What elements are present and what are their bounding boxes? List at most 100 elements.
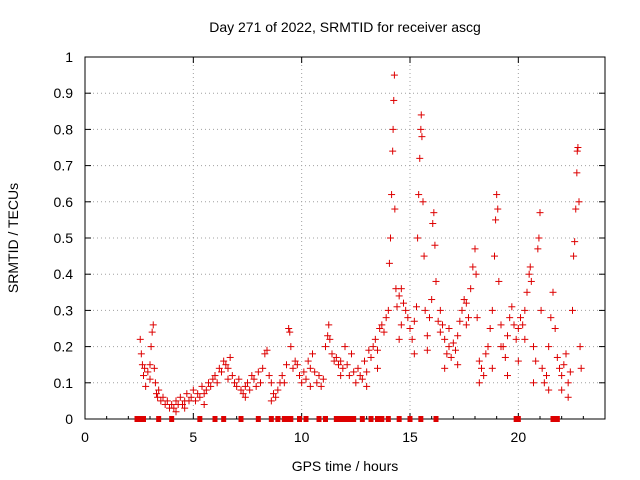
data-point xyxy=(328,350,336,358)
data-point xyxy=(404,314,412,322)
data-point xyxy=(480,372,488,380)
data-point xyxy=(421,306,429,314)
data-point xyxy=(325,321,333,329)
data-point xyxy=(161,401,169,409)
data-point xyxy=(261,350,269,358)
data-point xyxy=(354,364,362,372)
data-point xyxy=(315,372,323,380)
zero-value-point xyxy=(197,416,203,422)
data-point xyxy=(352,379,360,387)
y-tick-label: 0.8 xyxy=(54,121,74,137)
data-point xyxy=(339,364,347,372)
data-point xyxy=(387,234,394,242)
zero-value-point xyxy=(297,416,302,422)
data-point xyxy=(200,401,208,409)
data-point xyxy=(317,382,325,390)
data-point xyxy=(436,306,444,314)
points-layer xyxy=(134,71,585,422)
data-point xyxy=(374,346,381,354)
data-point xyxy=(345,372,353,380)
data-point xyxy=(573,147,581,155)
data-point xyxy=(575,198,583,206)
x-tick-label: 10 xyxy=(294,429,310,445)
data-point xyxy=(384,306,392,314)
zero-value-point xyxy=(221,416,227,422)
data-point xyxy=(537,306,545,314)
data-point xyxy=(447,353,455,361)
data-point xyxy=(517,314,524,322)
data-point xyxy=(439,321,446,329)
data-point xyxy=(153,390,160,398)
data-point xyxy=(378,321,386,329)
data-point xyxy=(431,241,439,249)
data-point xyxy=(146,375,154,383)
data-point xyxy=(241,393,249,401)
data-point xyxy=(337,357,345,365)
data-point xyxy=(202,386,210,394)
y-tick-label: 0.3 xyxy=(54,302,74,318)
data-point xyxy=(540,379,548,387)
data-point xyxy=(430,209,438,217)
data-point xyxy=(560,361,568,369)
data-point xyxy=(397,285,405,293)
data-point xyxy=(326,335,334,343)
zero-value-point xyxy=(333,416,339,422)
data-point xyxy=(140,372,147,380)
data-point xyxy=(388,191,396,199)
data-point xyxy=(458,306,466,314)
data-point xyxy=(246,386,254,394)
zero-value-point xyxy=(156,416,162,422)
data-point xyxy=(144,368,152,376)
y-tick-label: 1 xyxy=(65,49,73,65)
data-point xyxy=(460,296,468,304)
data-point xyxy=(136,335,144,343)
data-point xyxy=(213,379,221,387)
data-point xyxy=(151,379,159,387)
data-point xyxy=(304,357,312,365)
data-point xyxy=(179,401,186,409)
data-point xyxy=(495,277,503,285)
data-point xyxy=(521,306,529,314)
data-point xyxy=(172,408,180,416)
data-point xyxy=(211,372,219,380)
data-point xyxy=(363,382,371,390)
zero-value-point xyxy=(169,416,175,422)
data-point xyxy=(224,375,232,383)
data-point xyxy=(319,375,327,383)
zero-value-point xyxy=(385,416,391,422)
zero-value-point xyxy=(379,416,385,422)
data-point xyxy=(272,393,280,401)
data-point xyxy=(265,372,273,380)
data-point xyxy=(472,270,480,278)
data-point xyxy=(222,361,230,369)
data-point xyxy=(390,71,398,79)
data-point xyxy=(350,368,358,376)
data-point xyxy=(545,343,553,351)
data-point xyxy=(521,335,529,343)
data-point xyxy=(291,357,299,365)
data-point xyxy=(441,335,449,343)
data-point xyxy=(278,372,286,380)
data-point xyxy=(416,154,424,162)
zero-value-point xyxy=(268,416,274,422)
data-point xyxy=(423,332,431,340)
data-point xyxy=(137,350,145,358)
data-point xyxy=(506,314,514,322)
data-point xyxy=(484,343,492,351)
data-point xyxy=(168,401,176,409)
data-point xyxy=(196,393,204,401)
data-point xyxy=(391,205,399,213)
data-point xyxy=(534,245,542,253)
data-point xyxy=(356,372,364,380)
data-point xyxy=(436,328,444,336)
data-point xyxy=(343,361,351,369)
data-point xyxy=(235,375,243,383)
data-point xyxy=(367,353,375,361)
data-point xyxy=(228,372,236,380)
y-tick-label: 0.1 xyxy=(54,375,74,391)
data-point xyxy=(562,350,570,358)
data-point xyxy=(504,372,511,380)
data-point xyxy=(400,299,407,307)
data-point xyxy=(306,382,314,390)
zero-value-point xyxy=(407,416,413,422)
